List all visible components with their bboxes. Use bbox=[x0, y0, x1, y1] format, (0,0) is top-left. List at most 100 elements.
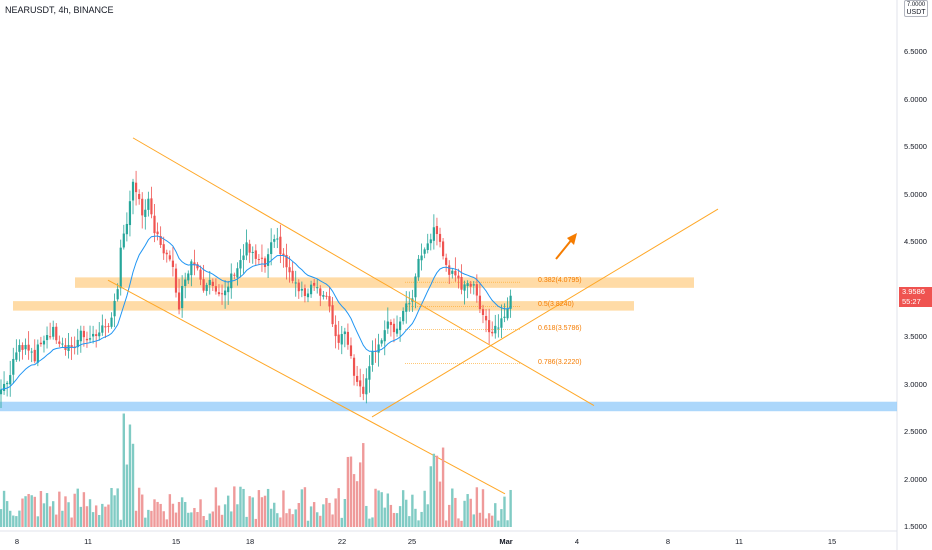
candle-body bbox=[288, 267, 291, 273]
time-tick-label: 11 bbox=[84, 537, 92, 546]
volume-bar bbox=[128, 424, 132, 527]
candle-body bbox=[254, 250, 257, 259]
candle-body bbox=[408, 303, 411, 305]
volume-bar bbox=[491, 515, 494, 527]
candle-body bbox=[190, 261, 193, 276]
volume-bar bbox=[12, 515, 15, 527]
price-tick-label: 6.0000 bbox=[904, 94, 927, 104]
candle-body bbox=[208, 279, 211, 286]
volume-bar bbox=[236, 504, 239, 527]
volume-bar bbox=[153, 499, 156, 527]
candle-body bbox=[463, 284, 466, 291]
volume-bar bbox=[144, 517, 147, 527]
volume-bar bbox=[70, 517, 73, 527]
candle-body bbox=[141, 198, 144, 216]
candle-body bbox=[101, 325, 104, 333]
candle-body bbox=[202, 279, 205, 291]
volume-bar bbox=[276, 513, 279, 527]
price-tick-label: 5.5000 bbox=[904, 142, 927, 152]
candle-body bbox=[395, 328, 399, 334]
volume-bar bbox=[297, 503, 300, 527]
volume-bar bbox=[226, 495, 230, 527]
candle-body bbox=[49, 336, 52, 338]
candle-body bbox=[174, 268, 178, 293]
candle-body bbox=[162, 244, 165, 254]
channel-upper-line bbox=[132, 137, 595, 406]
volume-bar bbox=[134, 510, 138, 527]
candle-body bbox=[58, 341, 61, 344]
volume-bar bbox=[220, 514, 224, 527]
candle-body bbox=[331, 305, 334, 325]
candle-body bbox=[220, 293, 224, 295]
candle-body bbox=[217, 292, 221, 295]
volume-bar bbox=[187, 512, 190, 527]
volume-bar bbox=[294, 509, 297, 527]
volume-bar bbox=[346, 456, 350, 527]
time-tick-label: 4 bbox=[574, 537, 580, 546]
volume-bar bbox=[91, 512, 95, 527]
candle-body bbox=[362, 386, 365, 394]
currency-unit-label[interactable]: 7.0000 USDT bbox=[904, 0, 928, 17]
time-tick-label: 15 bbox=[171, 537, 181, 546]
volume-bar bbox=[73, 493, 76, 527]
price-tick-label: 1.5000 bbox=[904, 522, 927, 531]
volume-bar bbox=[202, 516, 205, 527]
candle-body bbox=[245, 242, 248, 256]
volume-bar bbox=[417, 520, 420, 527]
candle-body bbox=[266, 254, 270, 266]
candle-body bbox=[27, 344, 30, 351]
candle-body bbox=[309, 284, 313, 295]
volume-bar bbox=[150, 510, 153, 527]
candle-body bbox=[107, 325, 110, 327]
volume-bar bbox=[196, 512, 199, 527]
candle-body bbox=[153, 215, 156, 234]
candle-body bbox=[445, 257, 448, 265]
candle-body bbox=[273, 239, 276, 242]
volume-bar bbox=[426, 504, 429, 527]
volume-bar bbox=[193, 507, 196, 527]
volume-bar bbox=[0, 509, 3, 527]
volume-bar bbox=[368, 518, 371, 527]
volume-bar bbox=[487, 513, 491, 527]
candle-body bbox=[248, 243, 251, 253]
candle-body bbox=[306, 293, 310, 298]
price-tick-label: 3.0000 bbox=[904, 379, 927, 389]
candle-body bbox=[2, 383, 6, 391]
candle-body bbox=[343, 331, 346, 335]
candle-body bbox=[144, 209, 147, 217]
candle-body bbox=[227, 286, 230, 293]
candle-body bbox=[79, 330, 82, 342]
volume-bar bbox=[343, 499, 347, 527]
volume-bar bbox=[205, 520, 208, 527]
candle-body bbox=[322, 295, 325, 297]
ema-line bbox=[0, 235, 511, 390]
candle-body bbox=[484, 315, 488, 321]
volume-bar bbox=[438, 481, 442, 527]
top-price-label: 7.0000 bbox=[906, 2, 926, 8]
candle-body bbox=[76, 339, 79, 348]
candle-body bbox=[236, 268, 239, 278]
candle-body bbox=[184, 279, 187, 286]
volume-bar bbox=[233, 486, 236, 527]
support-zone bbox=[0, 401, 897, 412]
volume-bar bbox=[27, 493, 30, 527]
candle-body bbox=[469, 283, 472, 287]
volume-bar bbox=[171, 503, 175, 527]
volume-bar bbox=[377, 490, 380, 527]
candle-body bbox=[337, 334, 340, 343]
volume-bar bbox=[107, 504, 110, 527]
volume-bar bbox=[131, 443, 135, 527]
volume-bar bbox=[408, 516, 411, 527]
candle-body bbox=[177, 292, 181, 310]
candle-body bbox=[98, 332, 101, 337]
candle-body bbox=[61, 343, 64, 345]
candle-body bbox=[389, 321, 392, 325]
candle-body bbox=[260, 257, 264, 259]
candle-body bbox=[414, 276, 417, 298]
candle-body bbox=[491, 331, 494, 334]
candle-body bbox=[466, 283, 469, 287]
volume-bar bbox=[30, 495, 33, 527]
volume-bar bbox=[125, 464, 129, 527]
volume-bar bbox=[405, 499, 408, 527]
